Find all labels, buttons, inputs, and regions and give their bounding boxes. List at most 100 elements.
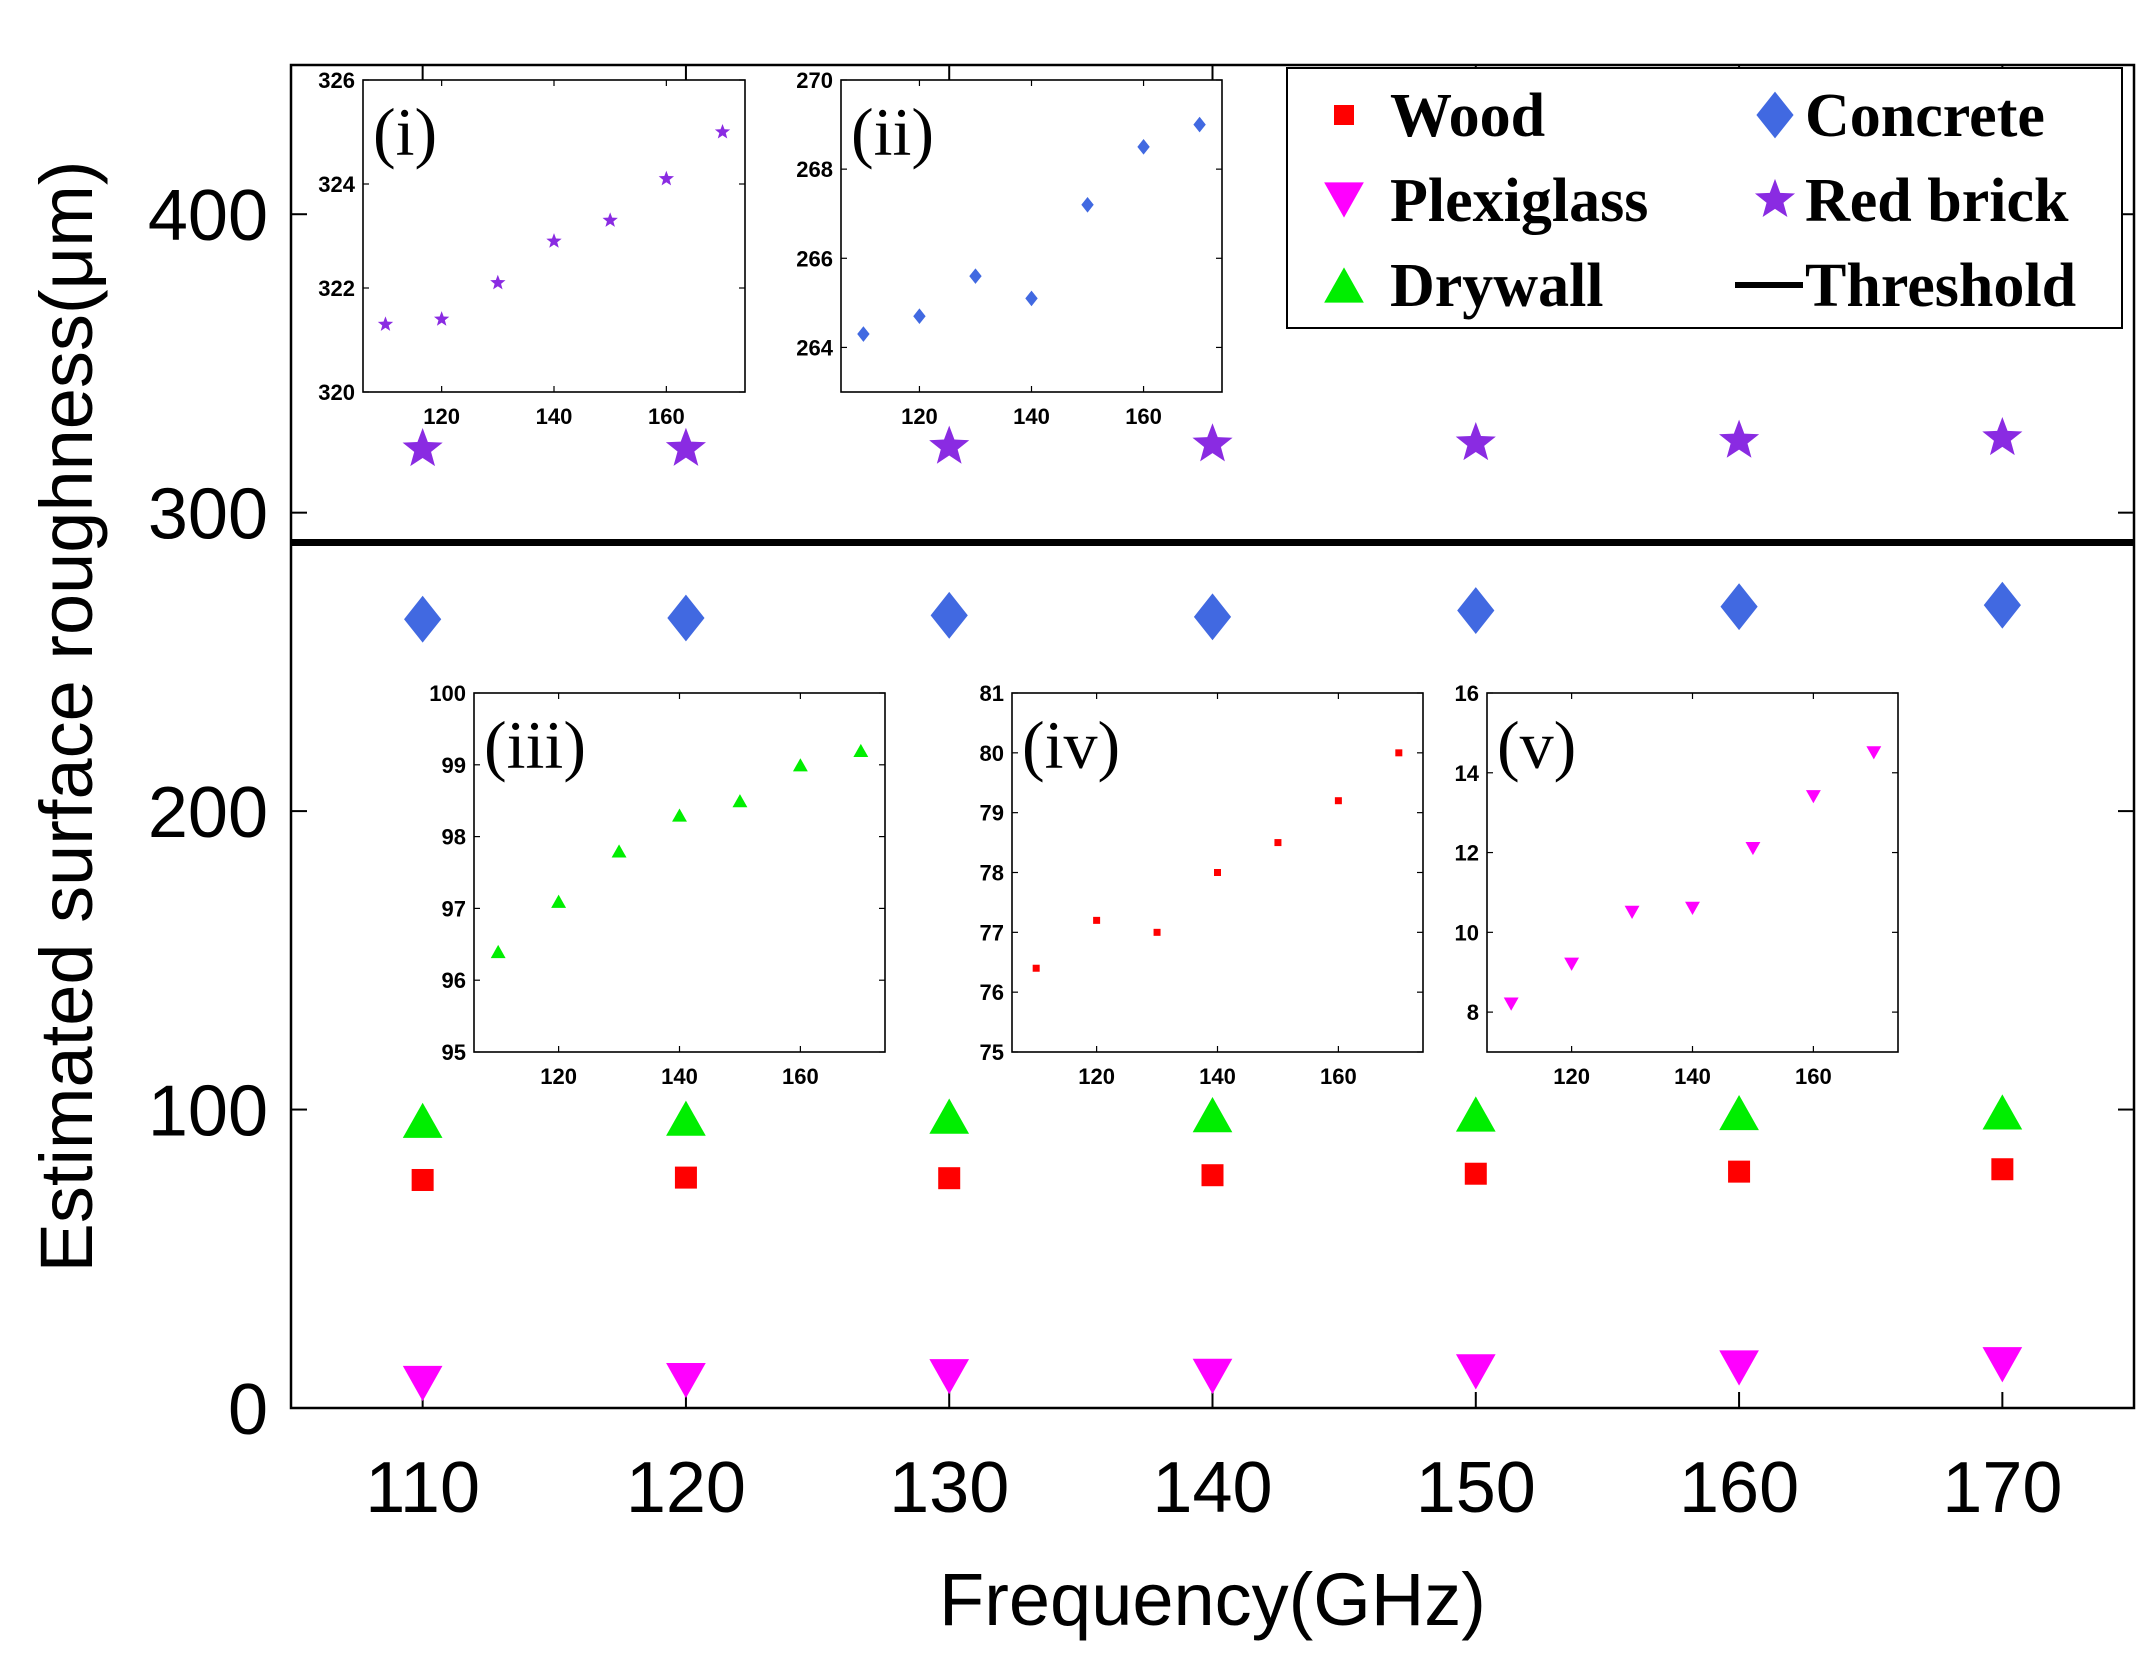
legend: Wood Plexiglass Drywall Concrete Red brick Th…: [1286, 67, 2123, 329]
inset-x-tick-label: 140: [1013, 404, 1050, 429]
inset-data-point: [490, 274, 506, 290]
inset-y-tick-label: 270: [796, 68, 833, 93]
inset-data-point: [1193, 116, 1206, 133]
data-point: [1455, 1096, 1496, 1132]
inset-data-point: [1081, 197, 1094, 213]
inset-axes-box: [840, 79, 1223, 393]
inset-data-point: [853, 743, 869, 758]
inset-x-tick-label: 140: [536, 404, 573, 429]
data-point: [1982, 416, 2023, 456]
data-point: [411, 1168, 434, 1191]
inset-data-point: [658, 170, 675, 186]
inset-y-tick-label: 76: [980, 980, 1004, 1005]
data-point: [666, 1362, 706, 1399]
data-point: [1455, 1354, 1496, 1390]
series-concrete: [404, 581, 2021, 643]
inset-y-tick-label: 99: [442, 753, 466, 778]
inset-data-point: [1025, 290, 1038, 307]
inset-y-tick-label: 320: [318, 380, 355, 405]
legend-marker-wood: [1334, 105, 1354, 125]
inset-y-tick-label: 322: [318, 276, 355, 301]
inset-data-point: [546, 233, 562, 248]
inset-label: (ii): [851, 94, 934, 170]
inset-data-point: [1153, 928, 1161, 936]
data-point: [938, 1167, 961, 1190]
inset-data-point: [1624, 905, 1640, 919]
inset-data-point: [551, 894, 567, 908]
series-plexiglass: [402, 1347, 2023, 1402]
inset-data-point: [1274, 839, 1282, 847]
data-point: [674, 1166, 697, 1189]
inset-data-point: [602, 212, 618, 227]
data-point: [1192, 423, 1233, 462]
inset-3: 120 140 160 95 96 97 98 99 100 (iii): [429, 681, 886, 1089]
data-point: [1719, 419, 1760, 458]
inset-y-tick-label: 80: [980, 741, 1004, 766]
y-tick-label: 100: [148, 1072, 268, 1152]
inset-y-tick-label: 78: [980, 861, 1004, 886]
inset-y-tick-label: 81: [980, 681, 1004, 706]
legend-label: Drywall: [1390, 252, 1604, 320]
inset-data-point: [1564, 957, 1580, 971]
inset-data-point: [1395, 749, 1403, 757]
inset-y-tick-label: 326: [318, 68, 355, 93]
y-axis-title: Estimated surface roughness(μm): [25, 161, 108, 1273]
inset-5: 120 140 160 8 10 12 14 16 (v): [1455, 681, 1899, 1089]
inset-data-point: [714, 123, 731, 139]
inset-x-tick-label: 160: [1125, 404, 1162, 429]
series-red-brick: [402, 416, 2023, 467]
legend-label: Plexiglass: [1390, 167, 1648, 235]
inset-x-tick-label: 140: [661, 1064, 698, 1089]
x-tick-label: 160: [1679, 1448, 1799, 1528]
inset-axes-box: [473, 692, 886, 1053]
inset-y-tick-label: 16: [1455, 681, 1479, 706]
data-point: [1193, 593, 1232, 641]
inset-data-point: [1214, 869, 1221, 876]
data-point: [1719, 1094, 1759, 1131]
inset-x-tick-label: 140: [1674, 1064, 1711, 1089]
inset-data-point: [1334, 797, 1342, 805]
inset-data-point: [913, 308, 926, 325]
x-tick-label: 110: [365, 1448, 480, 1528]
inset-y-tick-label: 77: [980, 920, 1004, 945]
data-point: [666, 1100, 706, 1136]
inset-label: (i): [373, 94, 437, 170]
data-point: [1464, 1162, 1487, 1185]
inset-y-tick-label: 95: [442, 1040, 466, 1065]
data-point: [930, 591, 968, 639]
data-point: [1719, 1350, 1759, 1386]
data-point: [402, 1365, 443, 1402]
inset-x-tick-label: 160: [1795, 1064, 1832, 1089]
inset-y-tick-label: 98: [442, 825, 466, 850]
inset-data-point: [1685, 901, 1700, 915]
legend-marker-drywall: [1324, 267, 1364, 303]
y-tick-label: 200: [148, 773, 268, 853]
inset-data-point: [1093, 916, 1101, 924]
data-point: [929, 425, 970, 464]
legend-box: [1286, 67, 2123, 329]
data-point: [1991, 1158, 2014, 1181]
inset-label: (v): [1497, 707, 1576, 783]
legend-label: Threshold: [1805, 252, 2076, 320]
inset-data-point: [1137, 139, 1150, 155]
inset-label: (iii): [484, 707, 586, 783]
data-point: [665, 427, 706, 466]
data-point: [1201, 1164, 1224, 1187]
inset-y-tick-label: 266: [796, 246, 833, 271]
inset-y-tick-label: 97: [442, 896, 466, 921]
inset-data-point: [1032, 964, 1040, 972]
inset-x-tick-label: 120: [901, 404, 938, 429]
inset-y-tick-label: 79: [980, 801, 1004, 826]
inset-data-point: [1503, 997, 1519, 1011]
inset-1: 120 140 160 320 322 324 326 (i): [318, 68, 746, 429]
inset-4: 120 140 160 75 76 77 78 79 80 81 (iv): [980, 681, 1424, 1089]
data-point: [929, 1098, 970, 1134]
inset-data-point: [377, 316, 394, 331]
inset-axes-box: [1486, 692, 1899, 1053]
inset-data-point: [969, 268, 982, 284]
data-point: [402, 1102, 443, 1138]
inset-data-point: [792, 758, 808, 772]
legend-label: Red brick: [1805, 167, 2069, 235]
